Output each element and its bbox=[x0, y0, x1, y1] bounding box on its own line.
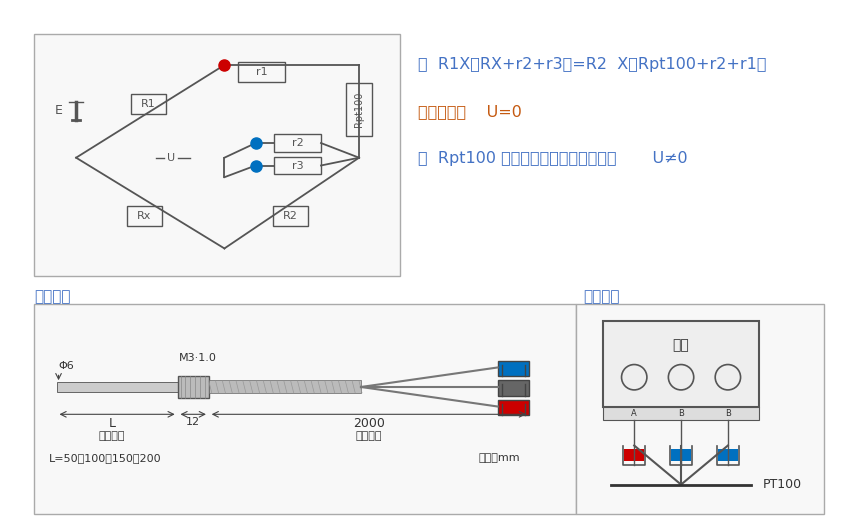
FancyBboxPatch shape bbox=[498, 380, 528, 396]
FancyBboxPatch shape bbox=[34, 34, 400, 276]
Text: Rx: Rx bbox=[137, 211, 151, 221]
Text: 电桥平衡，    U=0: 电桥平衡， U=0 bbox=[418, 104, 522, 119]
FancyBboxPatch shape bbox=[208, 380, 361, 393]
Text: B: B bbox=[678, 409, 684, 418]
FancyBboxPatch shape bbox=[625, 450, 644, 461]
FancyBboxPatch shape bbox=[273, 206, 308, 226]
FancyBboxPatch shape bbox=[603, 321, 759, 406]
FancyBboxPatch shape bbox=[498, 400, 528, 415]
Text: A: A bbox=[631, 409, 637, 418]
Text: PT100: PT100 bbox=[763, 478, 802, 491]
FancyBboxPatch shape bbox=[575, 304, 825, 514]
Text: 单位：mm: 单位：mm bbox=[478, 453, 520, 463]
Text: 当  R1X（RX+r2+r3）=R2  X（Rpt100+r2+r1）: 当 R1X（RX+r2+r3）=R2 X（Rpt100+r2+r1） bbox=[418, 57, 766, 72]
FancyBboxPatch shape bbox=[718, 450, 738, 461]
Text: Φ6: Φ6 bbox=[59, 361, 74, 371]
Text: r1: r1 bbox=[255, 67, 267, 77]
Text: 2000: 2000 bbox=[353, 417, 385, 430]
Text: Rpt100: Rpt100 bbox=[354, 91, 364, 127]
Text: L=50、100、150、200: L=50、100、150、200 bbox=[49, 453, 162, 463]
FancyBboxPatch shape bbox=[274, 157, 321, 174]
Circle shape bbox=[668, 364, 694, 390]
FancyBboxPatch shape bbox=[346, 82, 372, 136]
FancyBboxPatch shape bbox=[498, 361, 528, 376]
FancyBboxPatch shape bbox=[603, 406, 759, 420]
Circle shape bbox=[621, 364, 647, 390]
Text: 探头长度: 探头长度 bbox=[99, 431, 125, 441]
Text: B: B bbox=[725, 409, 731, 418]
FancyBboxPatch shape bbox=[178, 376, 208, 398]
Text: 尺寸图：: 尺寸图： bbox=[34, 289, 71, 304]
Text: R2: R2 bbox=[283, 211, 298, 221]
Text: U: U bbox=[167, 153, 174, 163]
FancyBboxPatch shape bbox=[34, 304, 575, 514]
Text: L: L bbox=[109, 417, 116, 430]
Text: M3·1.0: M3·1.0 bbox=[179, 353, 216, 363]
Text: 当  Rpt100 受温变化后，电桥不平衡，       U≠0: 当 Rpt100 受温变化后，电桥不平衡， U≠0 bbox=[418, 151, 688, 166]
FancyBboxPatch shape bbox=[57, 382, 178, 392]
Text: R1: R1 bbox=[141, 99, 156, 109]
FancyBboxPatch shape bbox=[131, 94, 166, 114]
Text: r2: r2 bbox=[292, 138, 304, 148]
FancyBboxPatch shape bbox=[274, 134, 321, 152]
FancyBboxPatch shape bbox=[671, 450, 691, 461]
Text: 12: 12 bbox=[186, 417, 200, 427]
Text: 接线图：: 接线图： bbox=[584, 289, 620, 304]
Circle shape bbox=[715, 364, 740, 390]
Text: 引线长度: 引线长度 bbox=[356, 431, 382, 441]
FancyBboxPatch shape bbox=[238, 62, 285, 81]
Text: E: E bbox=[54, 104, 62, 118]
FancyBboxPatch shape bbox=[127, 206, 162, 226]
Text: r3: r3 bbox=[292, 161, 304, 170]
Text: 仪表: 仪表 bbox=[672, 338, 689, 352]
